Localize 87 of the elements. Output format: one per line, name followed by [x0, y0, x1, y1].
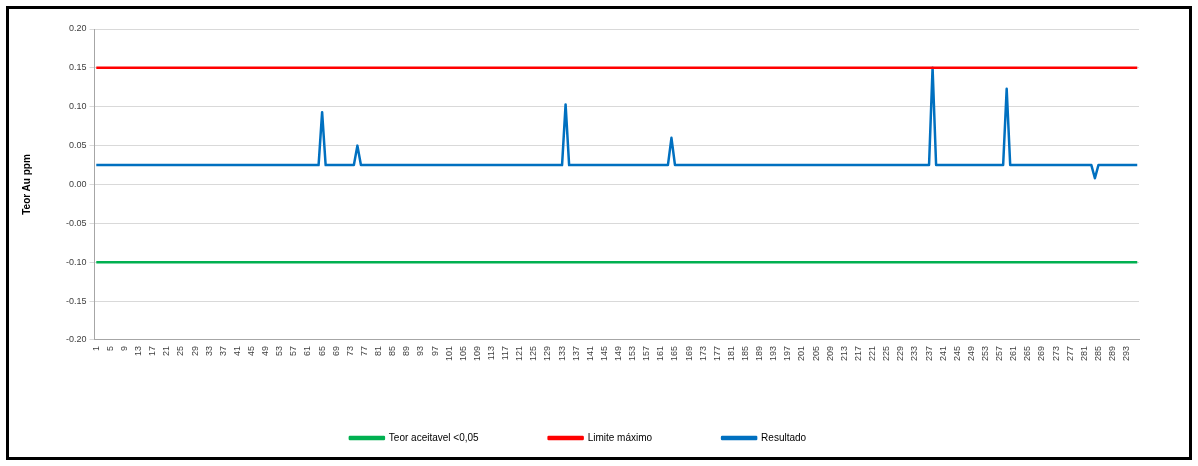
x-tick-label: 137	[570, 345, 581, 362]
x-tick-label: 257	[994, 345, 1005, 362]
x-tick-label: 33	[203, 345, 214, 356]
y-tick-label: 0.00	[68, 178, 87, 189]
x-tick-label: 121	[514, 345, 525, 362]
x-tick-label: 101	[443, 345, 454, 362]
x-tick-label: 205	[810, 345, 821, 362]
x-tick-label: 89	[401, 345, 412, 356]
x-tick-label: 109	[471, 345, 482, 362]
x-tick-label: 225	[881, 345, 892, 362]
x-tick-label: 125	[528, 345, 539, 362]
x-tick-label: 5	[104, 345, 115, 351]
x-tick-label: 45	[246, 345, 257, 356]
x-tick-label: 173	[697, 345, 708, 362]
x-tick-label: 85	[387, 345, 398, 356]
x-tick-label: 149	[613, 345, 624, 362]
x-tick-label: 61	[302, 345, 313, 356]
x-tick-label: 217	[852, 345, 863, 362]
x-tick-label: 293	[1121, 345, 1132, 362]
x-tick-label: 253	[979, 345, 990, 362]
x-tick-label: 81	[373, 345, 384, 356]
x-tick-label: 289	[1107, 345, 1118, 362]
x-tick-label: 65	[316, 345, 327, 356]
x-tick-label: 177	[711, 345, 722, 362]
y-tick-label: -0.15	[66, 295, 87, 306]
y-tick-label: 0.15	[68, 62, 87, 73]
x-tick-label: 237	[923, 345, 934, 362]
x-tick-label: 241	[937, 345, 948, 362]
x-tick-label: 49	[260, 345, 271, 356]
x-tick-label: 161	[655, 345, 666, 362]
x-tick-label: 233	[909, 345, 920, 362]
x-tick-label: 13	[133, 345, 144, 356]
y-tick-label: 0.05	[68, 140, 87, 151]
x-tick-label: 221	[867, 345, 878, 362]
x-tick-label: 141	[584, 345, 595, 362]
x-tick-label: 265	[1022, 345, 1033, 362]
x-tick-label: 93	[415, 345, 426, 356]
x-tick-label: 57	[288, 345, 299, 356]
x-tick-label: 157	[641, 345, 652, 362]
x-tick-label: 53	[274, 345, 285, 356]
y-tick-label: 0.10	[68, 101, 87, 112]
x-tick-label: 9	[118, 345, 129, 351]
x-tick-label: 245	[951, 345, 962, 362]
x-tick-label: 169	[683, 345, 694, 362]
x-tick-label: 185	[740, 345, 751, 362]
x-tick-label: 21	[161, 345, 172, 356]
x-tick-label: 165	[669, 345, 680, 362]
x-tick-label: 285	[1092, 345, 1103, 362]
x-tick-label: 281	[1078, 345, 1089, 362]
x-tick-label: 113	[485, 345, 496, 361]
x-tick-label: 129	[542, 345, 553, 362]
x-tick-label: 105	[457, 345, 468, 362]
x-tick-label: 197	[782, 345, 793, 362]
legend-label: Teor aceitavel <0,05	[388, 431, 480, 443]
x-tick-label: 29	[189, 345, 200, 356]
x-tick-label: 69	[330, 345, 341, 356]
x-tick-label: 229	[895, 345, 906, 362]
y-tick-label: -0.05	[66, 217, 87, 228]
x-tick-label: 269	[1036, 345, 1047, 362]
x-tick-label: 209	[824, 345, 835, 362]
x-tick-label: 181	[725, 345, 736, 362]
x-tick-label: 41	[231, 345, 242, 356]
x-tick-label: 17	[147, 345, 158, 356]
x-tick-label: 117	[500, 345, 511, 361]
x-tick-label: 193	[768, 345, 779, 362]
x-tick-label: 277	[1064, 345, 1075, 362]
x-tick-label: 201	[796, 345, 807, 362]
legend-label: Limite máximo	[587, 431, 653, 443]
x-tick-label: 273	[1050, 345, 1061, 362]
x-tick-label: 189	[754, 345, 765, 362]
y-axis-title: Teor Au ppm	[20, 154, 32, 215]
x-tick-label: 77	[358, 345, 369, 356]
x-tick-label: 25	[175, 345, 186, 356]
x-tick-label: 133	[556, 345, 567, 362]
y-tick-label: -0.10	[66, 256, 87, 267]
x-tick-label: 1	[90, 345, 101, 351]
y-tick-label: -0.20	[66, 334, 87, 345]
x-tick-label: 249	[965, 345, 976, 362]
legend-label: Resultado	[761, 431, 807, 443]
x-tick-label: 97	[429, 345, 440, 356]
x-tick-label: 153	[627, 345, 638, 362]
x-tick-label: 145	[598, 345, 609, 362]
x-tick-label: 261	[1008, 345, 1019, 362]
x-tick-label: 73	[344, 345, 355, 356]
x-tick-label: 37	[217, 345, 228, 356]
x-tick-label: 213	[838, 345, 849, 362]
y-tick-label: 0.20	[68, 23, 87, 34]
